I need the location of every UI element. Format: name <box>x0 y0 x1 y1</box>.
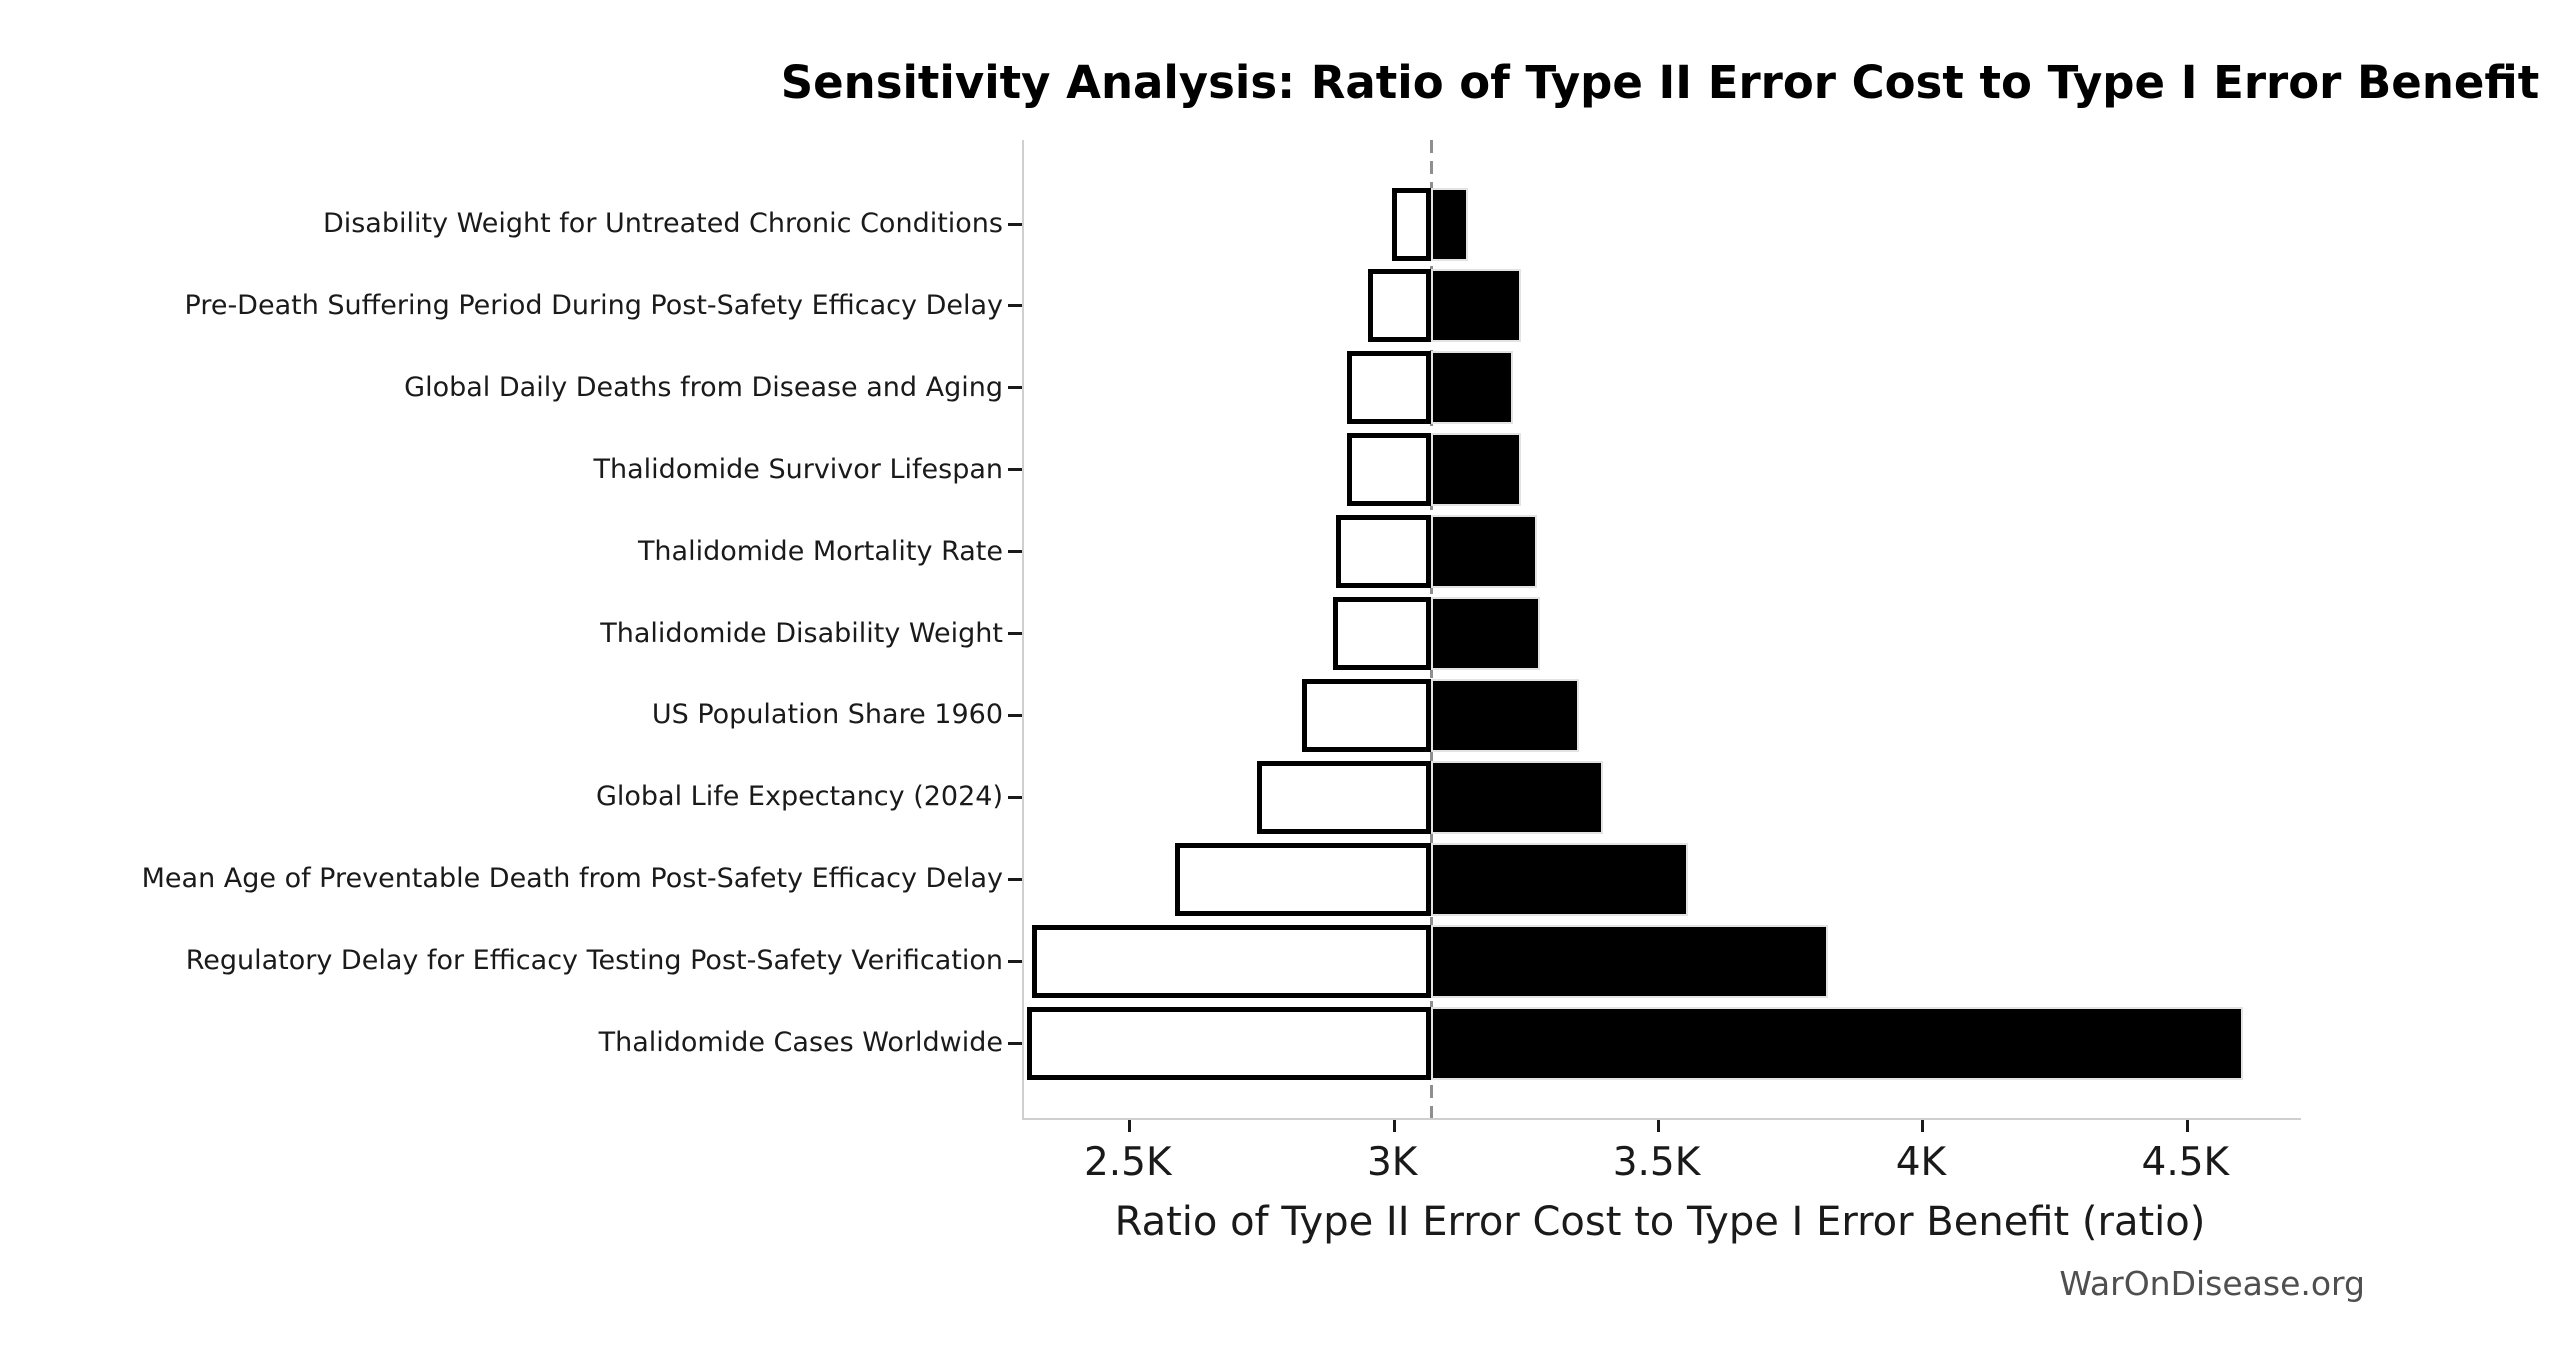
low-bar <box>1391 187 1432 261</box>
high-bar <box>1431 351 1514 425</box>
x-tick-label: 3.5K <box>1612 1140 1701 1185</box>
category-label: Thalidomide Disability Weight <box>600 617 1003 649</box>
x-tick <box>1128 1120 1132 1132</box>
x-tick-label: 3K <box>1366 1140 1418 1185</box>
y-tick <box>1008 468 1022 472</box>
low-bar <box>1256 760 1432 834</box>
low-bar <box>1333 597 1432 670</box>
high-bar <box>1431 760 1603 834</box>
plot-area <box>1008 140 2301 1132</box>
category-label: Regulatory Delay for Efficacy Testing Po… <box>185 945 1003 977</box>
high-bar <box>1431 924 1828 998</box>
x-tick-label: 4K <box>1895 1140 1947 1185</box>
y-tick <box>1008 959 1022 963</box>
y-tick <box>1008 386 1022 390</box>
low-bar <box>1346 433 1432 507</box>
y-tick <box>1008 795 1022 799</box>
low-bar <box>1031 924 1432 998</box>
category-label: Mean Age of Preventable Death from Post-… <box>141 863 1003 895</box>
high-bar <box>1431 515 1537 589</box>
category-label: Pre-Death Suffering Period During Post-S… <box>184 289 1003 321</box>
high-bar <box>1431 597 1540 670</box>
x-axis-label: Ratio of Type II Error Cost to Type I Er… <box>1114 1199 2206 1245</box>
x-tick <box>1657 1120 1661 1132</box>
category-label: Thalidomide Cases Worldwide <box>598 1027 1003 1058</box>
x-tick <box>1921 1120 1925 1132</box>
low-bar <box>1301 678 1432 752</box>
y-tick <box>1008 550 1022 554</box>
category-label: Thalidomide Survivor Lifespan <box>593 453 1003 485</box>
x-tick-label: 4.5K <box>2141 1140 2230 1185</box>
watermark: WarOnDisease.org <box>2059 1264 2365 1303</box>
low-bar <box>1174 842 1432 916</box>
category-label: Disability Weight for Untreated Chronic … <box>322 208 1003 239</box>
category-label: Global Life Expectancy (2024) <box>595 781 1003 813</box>
high-bar <box>1431 269 1522 343</box>
category-label: Thalidomide Mortality Rate <box>637 535 1003 567</box>
y-tick <box>1008 713 1022 717</box>
high-bar <box>1431 678 1580 752</box>
y-tick <box>1008 632 1022 635</box>
category-label: US Population Share 1960 <box>651 699 1003 731</box>
y-tick <box>1008 222 1022 226</box>
high-bar <box>1431 1006 2243 1080</box>
high-bar <box>1431 187 1469 261</box>
x-tick-label: 2.5K <box>1083 1140 1172 1185</box>
chart-title: Sensitivity Analysis: Ratio of Type II E… <box>780 56 2540 109</box>
category-label: Global Daily Deaths from Disease and Agi… <box>404 371 1003 403</box>
low-bar <box>1026 1006 1432 1080</box>
high-bar <box>1431 433 1522 507</box>
x-tick <box>1392 1120 1396 1132</box>
y-tick <box>1008 304 1022 308</box>
low-bar <box>1346 351 1432 425</box>
y-tick <box>1008 877 1022 881</box>
low-bar <box>1335 515 1432 589</box>
x-tick <box>2185 1120 2189 1132</box>
low-bar <box>1367 269 1432 343</box>
high-bar <box>1431 842 1688 916</box>
y-tick <box>1008 1041 1022 1045</box>
